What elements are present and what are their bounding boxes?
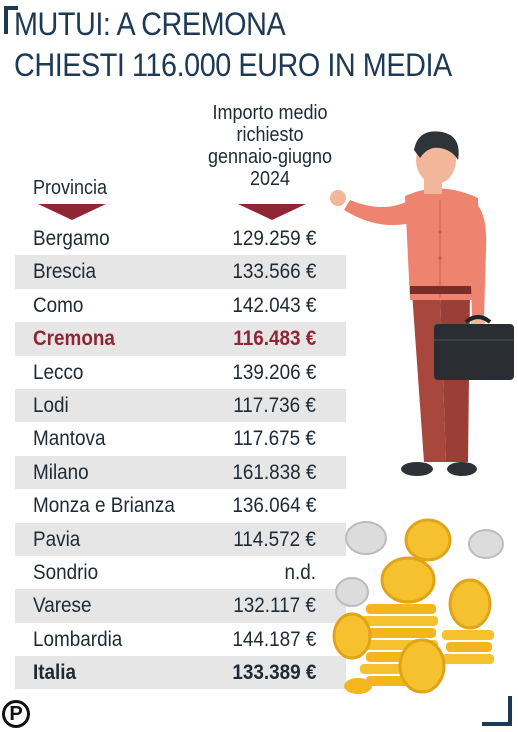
row-amount-value: n.d. xyxy=(284,560,316,584)
title-line-2: CHIESTI 116.000 EURO IN MEDIA xyxy=(14,47,452,83)
row-amount-value: 133.389 € xyxy=(231,661,316,685)
table-row: Italia 133.389 € xyxy=(15,656,346,690)
row-amount-value: 116.483 € xyxy=(232,327,316,351)
table-row: Mantova 117.675 € xyxy=(15,422,346,455)
table-row: Milano 161.838 € xyxy=(15,455,346,490)
coins-illustration xyxy=(332,518,504,694)
column-header-value: Importo medio richiesto gennaio-giugno 2… xyxy=(196,102,344,190)
table-row: Sondrio n.d. xyxy=(15,556,346,589)
row-province-name: Pavia xyxy=(33,527,81,551)
table-row: Lodi 117.736 € xyxy=(15,388,346,423)
row-province-name: Lombardia xyxy=(33,627,123,651)
column-header-value-line: Importo medio xyxy=(212,102,328,124)
row-province-name: Lecco xyxy=(33,360,84,384)
row-province-name: Varese xyxy=(33,594,92,618)
row-amount-value: 133.566 € xyxy=(231,260,316,284)
table-row: Lecco 139.206 € xyxy=(15,356,346,389)
table-row: Bergamo 129.259 € xyxy=(15,222,346,255)
arrow-down-icon xyxy=(238,204,306,220)
row-province-name: Como xyxy=(33,293,84,317)
row-province-name: Monza e Brianza xyxy=(33,494,175,518)
column-header-province: Provincia xyxy=(33,177,108,199)
row-amount-value: 117.736 € xyxy=(233,393,316,417)
row-province-name: Milano xyxy=(33,460,89,484)
column-header-value-line: richiesto xyxy=(236,124,304,146)
row-amount-value: 142.043 € xyxy=(231,293,316,317)
column-header-value-line: 2024 xyxy=(249,168,291,190)
row-amount-value: 114.572 € xyxy=(233,527,316,551)
row-province-name: Lodi xyxy=(33,393,69,417)
businessman-illustration xyxy=(330,131,514,476)
table-row: Varese 132.117 € xyxy=(15,589,346,623)
row-province-name: Italia xyxy=(33,661,77,685)
table-row: Pavia 114.572 € xyxy=(15,522,346,556)
row-amount-value: 117.675 € xyxy=(233,427,316,451)
row-amount-value: 129.259 € xyxy=(231,227,316,250)
corner-frame-top-left xyxy=(4,6,18,34)
row-province-name: Bergamo xyxy=(33,227,110,250)
row-amount-value: 161.838 € xyxy=(231,460,316,484)
data-table: Bergamo 129.259 € Brescia 133.566 € Como 142.… xyxy=(15,222,346,690)
title-line-1: MUTUI: A CREMONA xyxy=(14,6,286,42)
corner-frame-bottom-right xyxy=(482,696,512,726)
table-row: Cremona 116.483 € xyxy=(15,322,346,356)
publisher-logo: P xyxy=(2,700,30,728)
table-row: Lombardia 144.187 € xyxy=(15,623,346,656)
row-amount-value: 132.117 € xyxy=(233,594,316,618)
row-amount-value: 136.064 € xyxy=(231,494,316,518)
row-province-name: Mantova xyxy=(33,427,106,451)
row-amount-value: 139.206 € xyxy=(231,360,316,384)
row-province-name: Sondrio xyxy=(33,560,99,584)
row-amount-value: 144.187 € xyxy=(231,627,316,651)
row-province-name: Cremona xyxy=(33,327,115,351)
column-header-value-line: gennaio-giugno xyxy=(207,146,333,168)
table-row: Brescia 133.566 € xyxy=(15,255,346,289)
table-row: Monza e Brianza 136.064 € xyxy=(15,489,346,522)
table-row: Como 142.043 € xyxy=(15,289,346,322)
arrow-down-icon xyxy=(38,204,106,220)
chart-title: MUTUI: A CREMONA CHIESTI 116.000 EURO IN… xyxy=(14,4,514,86)
row-province-name: Brescia xyxy=(33,260,97,284)
